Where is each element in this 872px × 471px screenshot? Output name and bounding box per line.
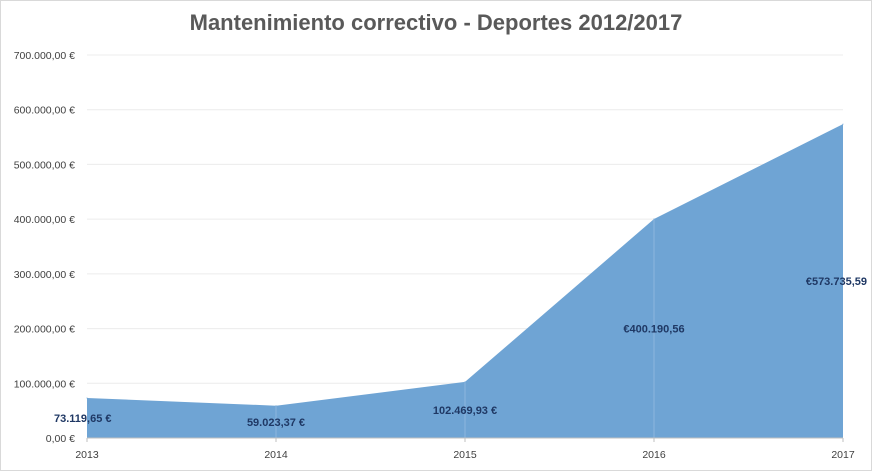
data-label: 102.469,93 €	[433, 405, 497, 417]
data-label: 59.023,37 €	[247, 417, 305, 429]
x-tick-label: 2014	[264, 449, 288, 461]
area-series	[86, 123, 844, 439]
x-tick-label: 2015	[453, 449, 477, 461]
data-point	[653, 218, 655, 220]
x-tick-label: 2017	[831, 449, 855, 461]
y-tick-label: 700.000,00 €	[14, 50, 75, 62]
data-label: €400.190,56	[623, 324, 684, 336]
y-tick-label: 600.000,00 €	[14, 105, 75, 117]
y-tick-label: 400.000,00 €	[14, 214, 75, 226]
y-tick-label: 100.000,00 €	[14, 378, 75, 390]
x-axis: 2013 2014 2015 2016 2017	[75, 437, 855, 461]
data-point	[86, 397, 88, 399]
data-point	[275, 405, 277, 407]
data-point	[464, 381, 466, 383]
y-tick-label: 500.000,00 €	[14, 159, 75, 171]
y-tick-label: 300.000,00 €	[14, 269, 75, 281]
data-point	[842, 123, 844, 125]
x-tick-label: 2016	[642, 449, 666, 461]
chart-title: Mantenimiento correctivo - Deportes 2012…	[189, 10, 683, 35]
x-tick-label: 2013	[75, 449, 99, 461]
y-tick-label: 0,00 €	[46, 433, 75, 445]
y-tick-label: 200.000,00 €	[14, 324, 75, 336]
data-label: 73.119,65 €	[54, 413, 112, 425]
data-labels: 73.119,65 € 59.023,37 € 102.469,93 € €400.1…	[54, 276, 867, 429]
y-axis: 0,00 € 100.000,00 € 200.000,00 € 300.000,00…	[14, 50, 75, 445]
data-label: €573.735,59	[806, 276, 867, 288]
